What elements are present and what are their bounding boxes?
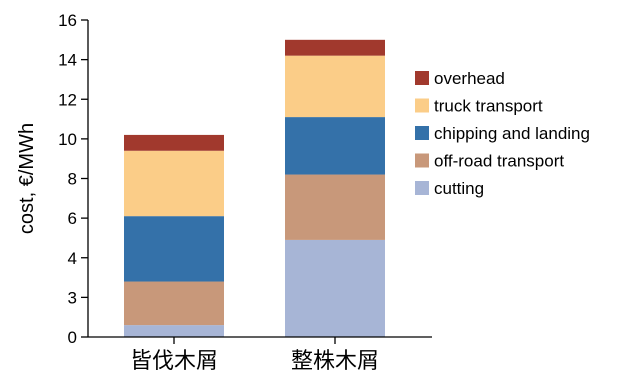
legend-swatch-cutting xyxy=(415,181,429,195)
axes-group xyxy=(81,19,432,344)
legend-swatch-off-road-transport xyxy=(415,153,429,168)
bar-segment-overhead-0 xyxy=(124,134,224,151)
labels-group: 0 3 4 6 8 10 12 14 16 皆伐木屑 整株木屑 cost, €/MWh xyxy=(16,11,379,374)
y-tick-label-3: 6 xyxy=(68,209,77,228)
legend-label-off-road-transport: off-road transport xyxy=(434,152,564,171)
bar-segment-cutting-1 xyxy=(285,239,385,337)
bar-segment-chipping-and-landing-1 xyxy=(285,117,385,175)
bar-segment-truck-transport-1 xyxy=(285,55,385,118)
legend-label-chipping-and-landing: chipping and landing xyxy=(434,124,590,143)
bars-group xyxy=(124,39,385,337)
legend-swatch-overhead xyxy=(415,71,429,85)
y-tick-label-6: 12 xyxy=(58,90,77,109)
legend-label-truck-transport: truck transport xyxy=(434,97,543,116)
y-axis-title: cost, €/MWh xyxy=(16,123,38,234)
y-tick-label-2: 4 xyxy=(68,249,77,268)
x-category-label-0: 皆伐木屑 xyxy=(130,349,218,374)
bar-segment-truck-transport-0 xyxy=(124,150,224,217)
y-tick-label-0: 0 xyxy=(68,328,77,347)
x-category-label-1: 整株木屑 xyxy=(291,349,379,374)
y-tick-label-5: 10 xyxy=(58,130,77,149)
bar-segment-chipping-and-landing-0 xyxy=(124,216,224,282)
legend-swatch-chipping-and-landing xyxy=(415,126,429,140)
y-tick-label-7: 14 xyxy=(58,51,77,70)
bar-segment-off-road-transport-0 xyxy=(124,281,224,326)
bar-segment-overhead-1 xyxy=(285,39,385,56)
legend-label-cutting: cutting xyxy=(434,179,484,198)
legend: overhead truck transport chipping and land… xyxy=(415,69,590,198)
legend-label-overhead: overhead xyxy=(434,69,505,88)
y-tick-label-8: 16 xyxy=(58,11,77,30)
legend-swatch-truck-transport xyxy=(415,98,429,113)
bar-segment-off-road-transport-1 xyxy=(285,174,385,240)
bar-segment-cutting-0 xyxy=(124,325,224,337)
y-tick-label-4: 8 xyxy=(68,170,77,189)
y-tick-label-1: 3 xyxy=(68,288,77,307)
